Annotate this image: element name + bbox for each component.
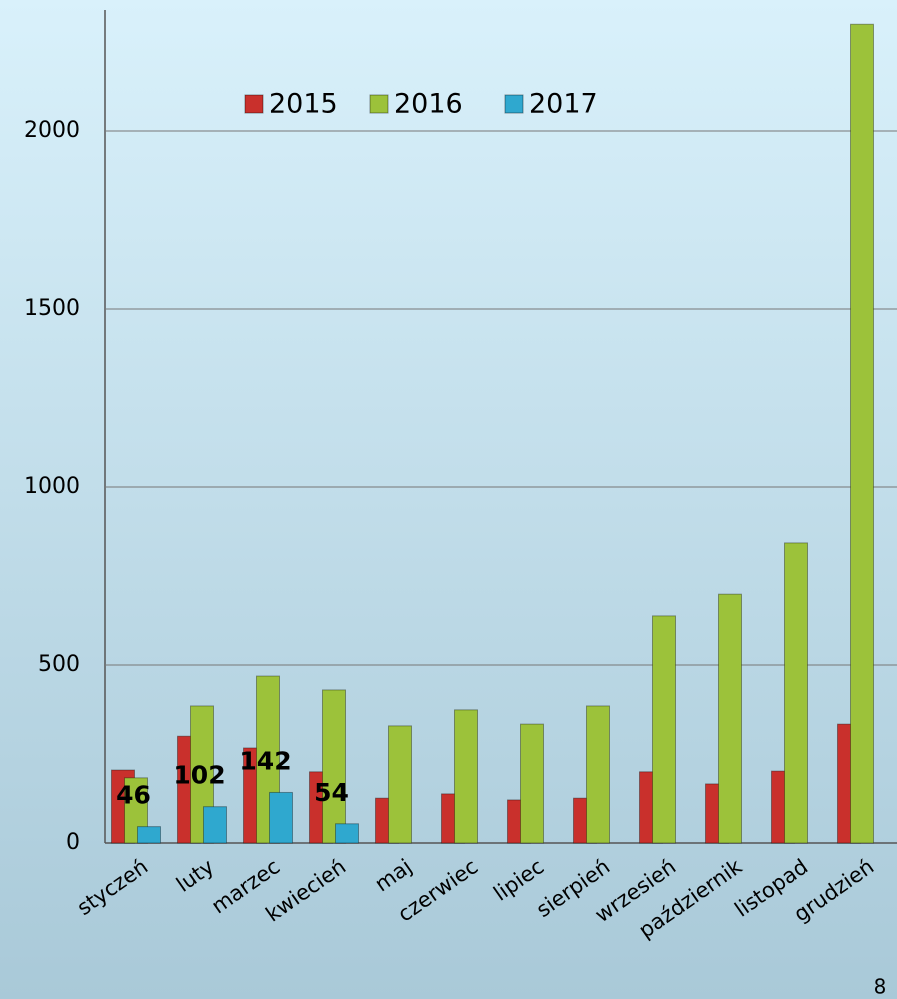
bar [521, 724, 544, 843]
legend-swatch [505, 95, 523, 113]
chart: 8 0500100015002000styczeń46luty102marzec… [0, 0, 897, 999]
y-tick-label: 0 [66, 830, 80, 855]
y-tick-label: 1500 [24, 296, 80, 321]
bar [204, 807, 227, 843]
bar [336, 824, 359, 843]
y-tick-label: 500 [38, 652, 80, 677]
data-label: 102 [173, 761, 225, 790]
bar [455, 710, 478, 843]
legend-swatch [245, 95, 263, 113]
bar [851, 24, 874, 843]
background [0, 0, 897, 999]
bar [653, 616, 676, 843]
bar [719, 594, 742, 843]
y-tick-label: 2000 [24, 118, 80, 143]
legend-label: 2015 [269, 89, 338, 120]
legend-label: 2017 [529, 89, 598, 120]
bar [389, 726, 412, 843]
data-label: 142 [239, 746, 291, 775]
bar [587, 706, 610, 843]
page: {"chart_data": {"type": "bar", "categori… [0, 0, 897, 999]
data-label: 46 [116, 781, 151, 810]
bar [270, 792, 293, 843]
legend-label: 2016 [394, 89, 463, 120]
legend-swatch [370, 95, 388, 113]
bar [323, 690, 346, 843]
bar [785, 543, 808, 843]
bar [138, 827, 161, 843]
y-tick-label: 1000 [24, 474, 80, 499]
data-label: 54 [314, 778, 349, 807]
page-number: 8 [874, 975, 887, 999]
